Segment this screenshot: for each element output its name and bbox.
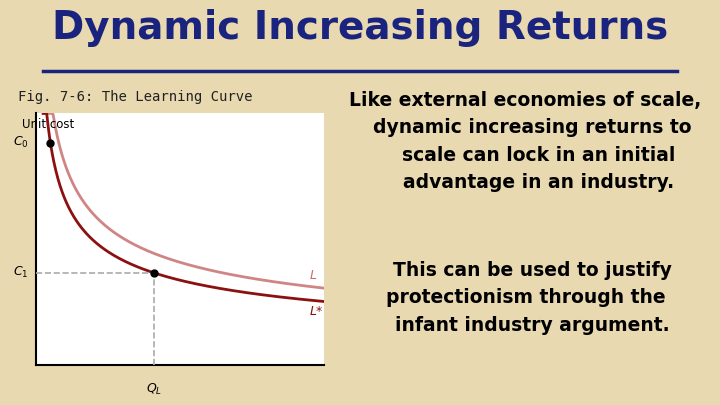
Text: $C_0$: $C_0$ — [13, 135, 29, 150]
Text: $Q_L$: $Q_L$ — [146, 382, 162, 397]
Text: Unit cost: Unit cost — [22, 118, 74, 131]
Text: $C_1$: $C_1$ — [14, 265, 29, 280]
Text: Dynamic Increasing Returns: Dynamic Increasing Returns — [52, 9, 668, 47]
Text: L*: L* — [310, 305, 323, 318]
Text: Like external economies of scale,
  dynamic increasing returns to
    scale can : Like external economies of scale, dynami… — [349, 91, 702, 192]
Text: Fig. 7-6: The Learning Curve: Fig. 7-6: The Learning Curve — [17, 90, 252, 104]
Text: L: L — [310, 269, 317, 282]
Text: This can be used to justify
protectionism through the
  infant industry argument: This can be used to justify protectionis… — [379, 261, 672, 335]
